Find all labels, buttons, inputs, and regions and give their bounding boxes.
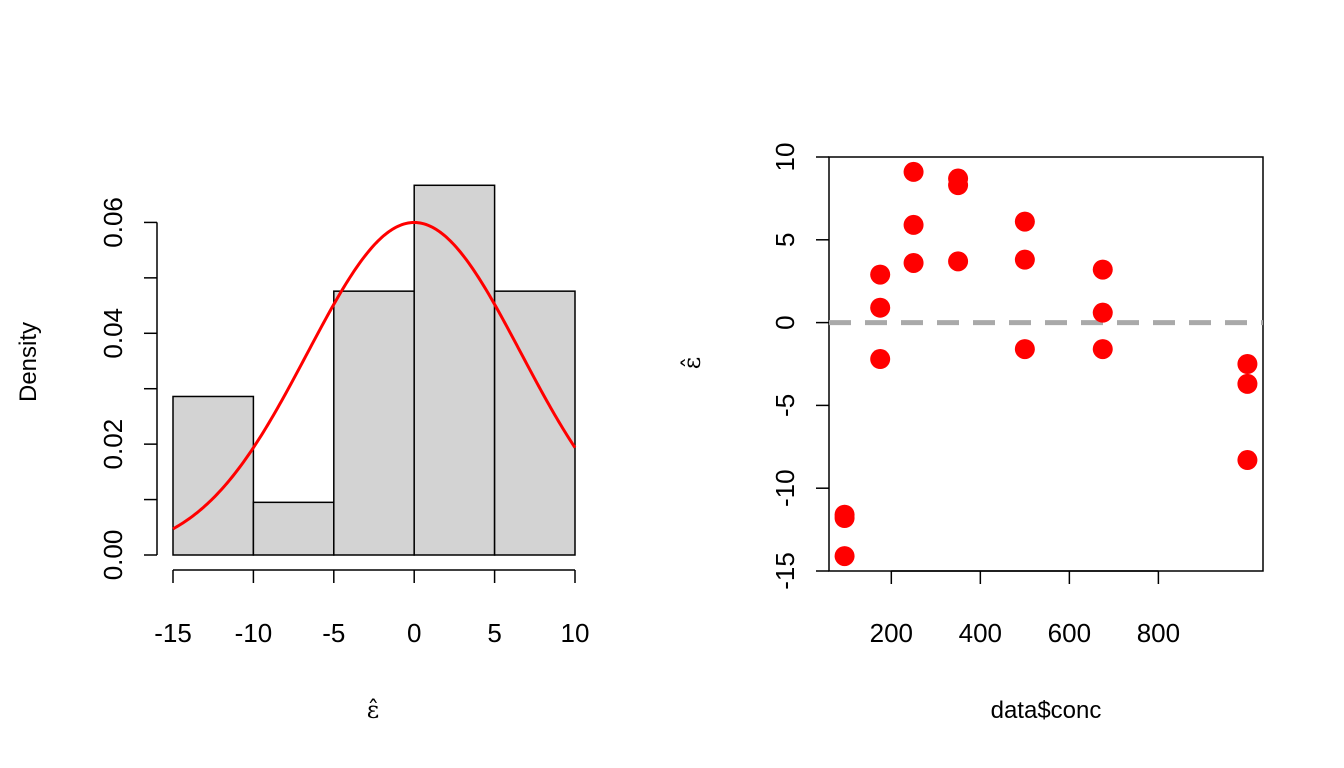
histogram-bar-3 xyxy=(413,184,496,556)
scatter-y-tick-label-1: -10 xyxy=(770,469,800,507)
scatter-y-tick-label-3: 0 xyxy=(770,315,800,329)
normal-density-curve xyxy=(172,220,577,531)
scatter-y-tick-label-4: 5 xyxy=(770,233,800,247)
histogram-y-axis-title: Density xyxy=(15,322,42,402)
scatter-panel: 200 400 600 800 -15 -10 -5 0 5 10 data$conc ε̂ xyxy=(678,143,1264,724)
histogram-x-tick-label-5: 10 xyxy=(561,618,590,648)
scatter-x-axis-title: data$conc xyxy=(991,697,1102,724)
scatter-point-1 xyxy=(834,508,855,529)
histogram-y-tick-label-2: 0.04 xyxy=(98,308,128,359)
scatter-y-axis-title: ε̂ xyxy=(678,357,706,369)
scatter-point-2 xyxy=(834,546,855,567)
scatter-point-4 xyxy=(870,297,891,318)
scatter-x-axis: 200 400 600 800 xyxy=(870,570,1180,648)
scatter-point-15 xyxy=(1092,259,1113,280)
histogram-x-axis: -15 -10 -5 0 5 10 xyxy=(154,569,590,648)
scatter-point-8 xyxy=(903,252,924,273)
histogram-bar-4 xyxy=(493,290,576,556)
histogram-y-tick-label-0: 0.00 xyxy=(98,530,128,581)
scatter-point-17 xyxy=(1092,339,1113,360)
scatter-x-tick-label-1: 400 xyxy=(959,618,1002,648)
histogram-x-tick-label-2: -5 xyxy=(322,618,345,648)
scatter-point-20 xyxy=(1237,450,1258,471)
histogram-bar-2 xyxy=(333,290,415,556)
scatter-point-11 xyxy=(948,251,969,272)
scatter-point-6 xyxy=(903,161,924,182)
scatter-point-19 xyxy=(1237,373,1258,394)
scatter-point-13 xyxy=(1014,249,1035,270)
histogram-x-tick-label-0: -15 xyxy=(154,618,192,648)
scatter-point-3 xyxy=(870,264,891,285)
scatter-plot-box xyxy=(828,156,1264,572)
histogram-bar-1 xyxy=(252,501,335,556)
scatter-y-tick-label-0: -15 xyxy=(770,552,800,590)
scatter-point-16 xyxy=(1092,302,1113,323)
histogram-bars xyxy=(172,184,576,556)
scatter-y-tick-label-2: -5 xyxy=(770,394,800,417)
scatter-point-7 xyxy=(903,214,924,235)
histogram-bar-0 xyxy=(172,395,255,556)
histogram-x-axis-title: ε̂ xyxy=(367,696,379,724)
histogram-panel: -15 -10 -5 0 5 10 0.00 0.02 0.04 0.06 Density ε̂ xyxy=(15,184,590,724)
histogram-x-tick-label-3: 0 xyxy=(407,618,421,648)
scatter-x-tick-label-3: 800 xyxy=(1137,618,1180,648)
histogram-x-tick-label-4: 5 xyxy=(487,618,501,648)
histogram-y-axis: 0.00 0.02 0.04 0.06 xyxy=(98,197,158,581)
histogram-y-tick-label-3: 0.06 xyxy=(98,197,128,248)
scatter-x-tick-label-2: 600 xyxy=(1048,618,1091,648)
scatter-point-10 xyxy=(948,175,969,196)
scatter-point-18 xyxy=(1237,354,1258,374)
scatter-point-12 xyxy=(1014,211,1035,232)
scatter-point-5 xyxy=(870,349,891,370)
scatter-x-tick-label-0: 200 xyxy=(870,618,913,648)
scatter-y-tick-label-5: 10 xyxy=(770,143,800,172)
histogram-y-tick-label-1: 0.02 xyxy=(98,419,128,470)
histogram-x-tick-label-1: -10 xyxy=(235,618,273,648)
scatter-y-axis: -15 -10 -5 0 5 10 xyxy=(770,143,829,590)
scatter-point-14 xyxy=(1014,339,1035,360)
scatter-points xyxy=(834,161,1258,567)
